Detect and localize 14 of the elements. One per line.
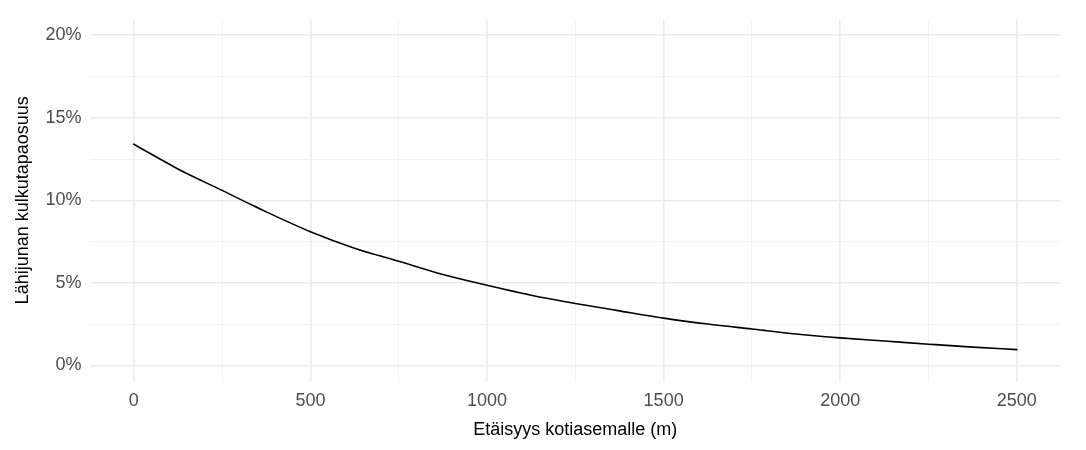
x-tick-label: 2000 xyxy=(820,389,861,410)
x-tick-label: 0 xyxy=(128,389,139,410)
x-tick-label: 2500 xyxy=(996,389,1037,410)
y-tick-label: 15% xyxy=(45,106,82,127)
y-axis-title: Lähijunan kulkutapaosuus xyxy=(11,96,32,305)
x-tick-label: 1500 xyxy=(643,389,684,410)
x-tick-label: 1000 xyxy=(466,389,508,410)
x-axis-title: Etäisyys kotiasemalle (m) xyxy=(473,419,678,440)
y-tick-label: 5% xyxy=(55,271,82,292)
y-tick-label: 0% xyxy=(55,354,82,375)
y-tick-label: 20% xyxy=(45,24,82,45)
y-tick-label: 10% xyxy=(45,189,82,210)
x-tick-label: 500 xyxy=(295,389,326,410)
line-series xyxy=(132,143,1018,351)
